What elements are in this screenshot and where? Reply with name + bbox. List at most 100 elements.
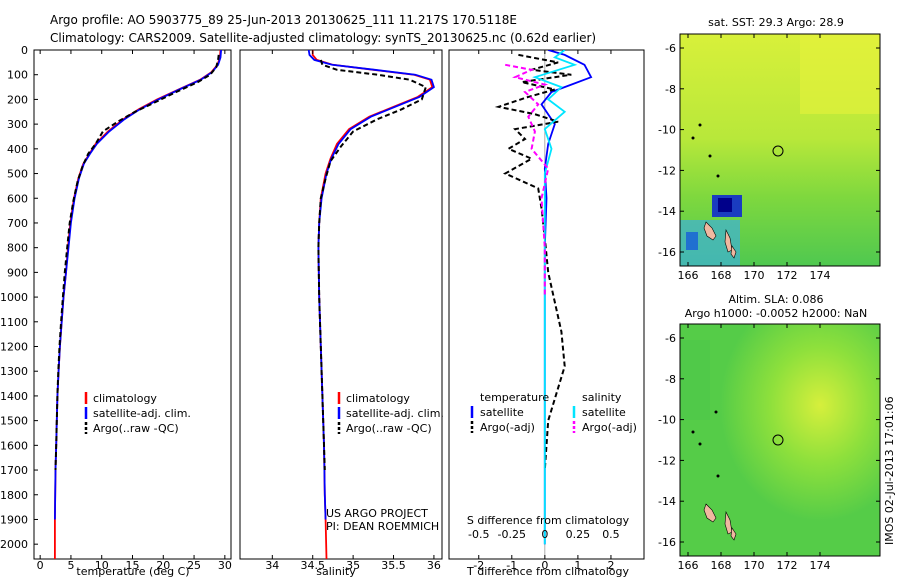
map-y-tick-label: -10 bbox=[658, 414, 676, 427]
island-landmass bbox=[730, 527, 737, 541]
salinity-xlabel: salinity bbox=[316, 565, 356, 578]
depth-tick-label: 1800 bbox=[0, 489, 28, 502]
x-tick-label: 5 bbox=[67, 559, 74, 572]
depth-tick-label: 1300 bbox=[0, 365, 28, 378]
map-x-tick-label: 166 bbox=[678, 269, 699, 282]
series-line-climatology bbox=[54, 50, 222, 559]
x-tick-label: 25 bbox=[187, 559, 201, 572]
depth-tick-label: 300 bbox=[7, 118, 28, 131]
legend-label-argo: Argo(..raw -QC) bbox=[346, 422, 432, 435]
map-y-tick-label: -6 bbox=[665, 42, 676, 55]
salinity-plot bbox=[307, 50, 435, 559]
salinity-x-axis: 34 34.5 35 35.5 36 bbox=[265, 50, 441, 572]
difference-x-axis: -2 -1 0 1 2 -0.5 -0.25 0 0.25 0.5 bbox=[468, 50, 620, 572]
temperature-xlabel: temperature (deg C) bbox=[76, 565, 189, 578]
legend-label-climatology: climatology bbox=[346, 392, 410, 405]
island-dot bbox=[716, 474, 720, 478]
x-tick-label: 1 bbox=[574, 559, 581, 572]
legend-label-t-argo: Argo(-adj) bbox=[480, 421, 535, 434]
island-dot bbox=[716, 174, 720, 178]
top-tick-label: 0.5 bbox=[602, 528, 620, 541]
depth-tick-label: 900 bbox=[7, 266, 28, 279]
x-tick-label: -2 bbox=[473, 559, 484, 572]
sst-map-title: sat. SST: 29.3 Argo: 28.9 bbox=[708, 16, 844, 29]
map-y-tick-label: -16 bbox=[658, 246, 676, 259]
map-x-tick-label: 170 bbox=[744, 559, 765, 572]
sla-map-y-axis: -6 -8 -10 -12 -14 -16 bbox=[658, 332, 880, 549]
island-landmass bbox=[730, 245, 737, 259]
argo-float-marker bbox=[772, 434, 784, 446]
top-tick-label: -0.5 bbox=[468, 528, 489, 541]
project-annotation: US ARGO PROJECT bbox=[326, 507, 428, 520]
map-x-tick-label: 172 bbox=[777, 559, 798, 572]
difference-plot bbox=[494, 50, 593, 559]
island-landmass bbox=[724, 510, 733, 535]
island-dot bbox=[698, 442, 702, 446]
top-tick-label: 0.25 bbox=[566, 528, 591, 541]
pi-annotation: PI: DEAN ROEMMICH bbox=[326, 520, 439, 533]
map-y-tick-label: -12 bbox=[658, 454, 676, 467]
legend-label-s-satellite: satellite bbox=[582, 406, 626, 419]
depth-tick-label: 1200 bbox=[0, 341, 28, 354]
map-y-tick-label: -8 bbox=[665, 373, 676, 386]
difference-plot-frame bbox=[448, 49, 645, 560]
x-tick-label: -1 bbox=[506, 559, 517, 572]
sst-cold-patch bbox=[686, 232, 698, 250]
timestamp-stamp: IMOS 02-Jul-2013 17:01:06 bbox=[883, 396, 896, 545]
depth-tick-label: 1700 bbox=[0, 464, 28, 477]
map-x-tick-label: 170 bbox=[744, 269, 765, 282]
x-tick-label: 35 bbox=[346, 559, 360, 572]
x-tick-label: 15 bbox=[126, 559, 140, 572]
depth-tick-label: 1500 bbox=[0, 415, 28, 428]
depth-tick-label: 1100 bbox=[0, 316, 28, 329]
island-dot bbox=[691, 430, 695, 434]
depth-tick-label: 500 bbox=[7, 168, 28, 181]
island-dot bbox=[698, 123, 702, 127]
sst-map: sat. SST: 29.3 Argo: 28.9 -6-8-10-12-14-… bbox=[658, 16, 881, 282]
legend-label-satellite: satellite-adj. clim. bbox=[93, 407, 191, 420]
depth-tick-label: 200 bbox=[7, 93, 28, 106]
series-line-argo-raw-qc bbox=[317, 59, 428, 471]
argo-float-marker bbox=[772, 145, 784, 157]
x-tick-label: 0 bbox=[37, 559, 44, 572]
series-line-s-satellite bbox=[532, 50, 578, 545]
map-y-tick-label: -14 bbox=[658, 495, 676, 508]
depth-tick-label: 400 bbox=[7, 143, 28, 156]
series-line-t-argo-adj bbox=[494, 53, 572, 471]
sla-map-frame bbox=[679, 323, 881, 557]
depth-tick-label: 2000 bbox=[0, 538, 28, 551]
depth-axis: 0 100 200 300 400 500 600 700 800 900 1000 1100 1200… bbox=[0, 44, 38, 551]
map-y-tick-label: -16 bbox=[658, 536, 676, 549]
legend-label-s-argo: Argo(-adj) bbox=[582, 421, 637, 434]
map-x-tick-label: 166 bbox=[678, 559, 699, 572]
legend-label-satellite: satellite-adj. clim. bbox=[346, 407, 444, 420]
depth-tick-label: 800 bbox=[7, 242, 28, 255]
island-landmass bbox=[703, 221, 717, 241]
difference-legend: temperature salinity satellite Argo(-adj… bbox=[470, 391, 637, 434]
salinity-legend: climatology satellite-adj. clim. Argo(..… bbox=[337, 392, 444, 435]
legend-label-argo: Argo(..raw -QC) bbox=[93, 422, 179, 435]
series-line-argo-raw-qc bbox=[54, 54, 220, 471]
map-x-tick-label: 168 bbox=[711, 559, 732, 572]
sst-warm-patch bbox=[800, 34, 880, 114]
x-tick-label: 20 bbox=[156, 559, 170, 572]
island-dot bbox=[691, 136, 695, 140]
figure-title-line2: Climatology: CARS2009. Satellite-adjuste… bbox=[50, 31, 596, 45]
sla-map-title: Altim. SLA: 0.086 bbox=[728, 293, 823, 306]
depth-tick-label: 1000 bbox=[0, 291, 28, 304]
map-x-tick-label: 174 bbox=[810, 559, 831, 572]
x-tick-label: 2 bbox=[607, 559, 614, 572]
map-x-tick-label: 174 bbox=[810, 269, 831, 282]
sst-map-y-axis: -6 -8 -10 -12 -14 -16 bbox=[658, 42, 880, 259]
map-y-tick-label: -10 bbox=[658, 124, 676, 137]
sst-map-frame bbox=[679, 33, 881, 267]
top-tick-label: 0 bbox=[541, 528, 548, 541]
map-y-tick-label: -8 bbox=[665, 83, 676, 96]
map-x-tick-label: 172 bbox=[777, 269, 798, 282]
x-tick-label: 36 bbox=[427, 559, 441, 572]
series-line-satellite-adj-clim bbox=[54, 50, 222, 520]
map-y-tick-label: -12 bbox=[658, 164, 676, 177]
map-x-tick-label: 168 bbox=[711, 269, 732, 282]
temperature-x-axis: 0 5 10 15 20 25 30 bbox=[37, 50, 232, 572]
